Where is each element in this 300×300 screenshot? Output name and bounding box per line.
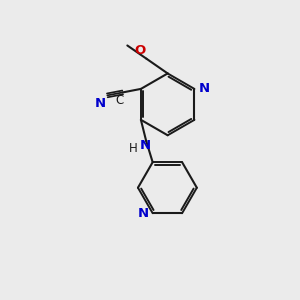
Text: N: N bbox=[94, 97, 106, 110]
Text: C: C bbox=[115, 94, 123, 106]
Text: O: O bbox=[134, 44, 145, 57]
Text: H: H bbox=[129, 142, 138, 155]
Text: N: N bbox=[138, 207, 149, 220]
Text: N: N bbox=[198, 82, 209, 95]
Text: N: N bbox=[140, 139, 151, 152]
